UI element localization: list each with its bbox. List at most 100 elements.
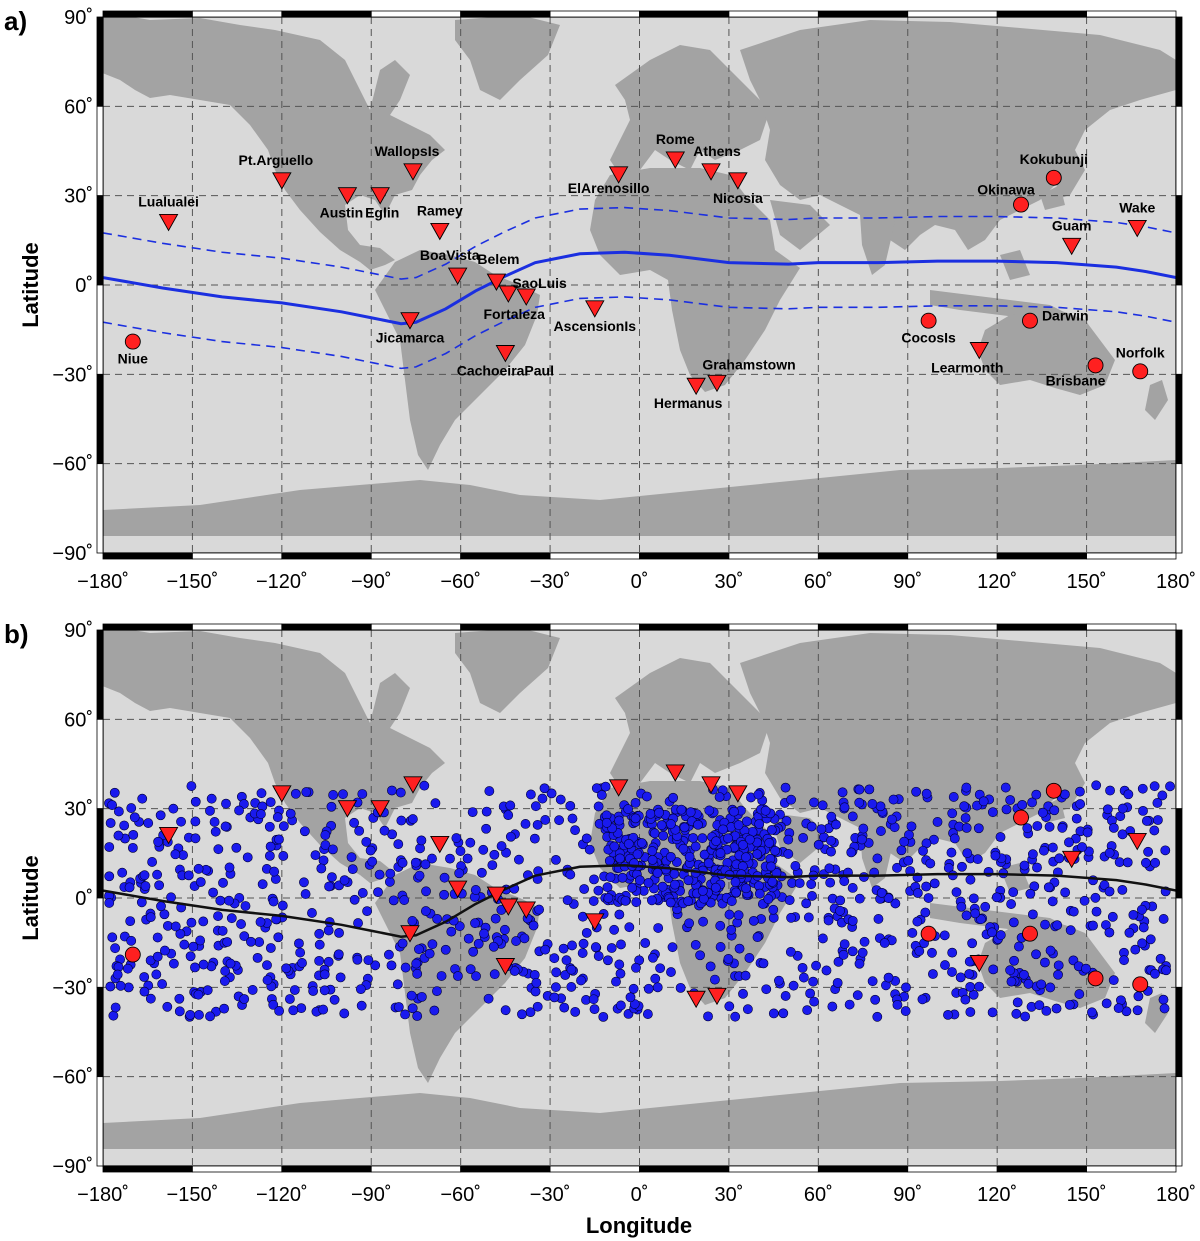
station-marker-triangle <box>447 267 468 285</box>
station-marker-triangle <box>430 835 450 854</box>
observation-point <box>525 789 536 800</box>
x-tick-label: −120˚ <box>256 1184 308 1206</box>
observation-point <box>278 851 289 861</box>
observation-point <box>406 990 417 1001</box>
observation-point <box>154 880 165 891</box>
observation-point <box>388 895 399 906</box>
observation-point <box>925 858 936 869</box>
observation-point <box>600 781 611 792</box>
frame-segment <box>728 1165 819 1173</box>
observation-point <box>105 981 116 992</box>
observation-point <box>715 848 726 858</box>
observation-point <box>854 784 865 795</box>
station-marker-triangle <box>686 377 706 396</box>
observation-point <box>242 852 253 863</box>
observation-point <box>837 787 848 798</box>
observation-point <box>786 794 797 805</box>
frame-segment <box>96 16 104 107</box>
observation-point <box>616 939 626 950</box>
observation-point <box>183 870 194 881</box>
observation-point <box>1019 969 1029 980</box>
observation-point <box>705 961 716 972</box>
observation-point <box>555 794 566 805</box>
observation-point <box>593 885 604 896</box>
observation-point <box>920 907 931 918</box>
frame-segment <box>728 10 819 18</box>
observation-point <box>1005 965 1016 976</box>
observation-point <box>1091 780 1102 791</box>
observation-point <box>939 930 950 941</box>
observation-point <box>424 948 435 959</box>
frame-segment <box>96 284 104 375</box>
dip-equator-line <box>103 250 1176 326</box>
observation-point <box>294 938 304 949</box>
observation-point <box>899 836 910 847</box>
observation-point <box>1020 1011 1031 1022</box>
x-tick-label: −180˚ <box>77 1184 129 1206</box>
observation-point <box>852 990 863 1001</box>
observation-point <box>511 936 521 946</box>
observation-point <box>1023 978 1034 989</box>
observation-point <box>534 904 545 915</box>
station-marker-triangle <box>498 898 519 916</box>
station-marker-circle <box>920 925 937 942</box>
observation-point <box>427 939 438 950</box>
observation-point <box>221 798 231 809</box>
observation-point <box>675 982 686 993</box>
observation-point <box>1005 795 1016 805</box>
station-marker-triangle <box>1127 832 1148 851</box>
observation-point <box>758 958 769 969</box>
station-label: Wake <box>1119 199 1155 215</box>
observation-point <box>190 833 201 844</box>
observation-point <box>122 963 133 974</box>
observation-point <box>386 960 397 971</box>
observation-point <box>839 876 850 887</box>
observation-point <box>1137 904 1147 915</box>
observation-point <box>265 797 276 808</box>
observation-point <box>847 883 858 893</box>
observation-point <box>208 887 219 898</box>
observation-point <box>833 956 844 967</box>
observation-point <box>1019 860 1030 871</box>
y-tick-label: 60˚ <box>64 96 93 118</box>
observation-point <box>679 822 690 833</box>
observation-point <box>809 996 819 1007</box>
observation-point <box>407 916 418 926</box>
station-label: Learmonth <box>931 360 1003 376</box>
observation-point <box>780 782 791 793</box>
observation-point <box>790 861 801 871</box>
observation-point <box>231 842 242 853</box>
frame-segment <box>907 10 998 18</box>
y-tick-label: −30˚ <box>52 364 93 386</box>
observation-point <box>1045 945 1056 956</box>
observation-point <box>774 975 784 986</box>
stations <box>124 151 1149 396</box>
observation-point <box>314 928 325 939</box>
frame-segment <box>1175 897 1183 988</box>
observation-point <box>254 937 265 947</box>
observation-point <box>642 791 652 802</box>
observation-point <box>157 979 168 989</box>
observation-point <box>539 783 550 794</box>
observation-point <box>603 893 614 904</box>
observation-point <box>427 853 437 864</box>
observation-point <box>566 982 577 992</box>
observation-point <box>921 788 932 799</box>
observation-point <box>806 879 817 890</box>
frame-segment <box>281 1165 372 1173</box>
observation-point <box>987 1007 998 1018</box>
observation-point <box>407 1003 418 1014</box>
observation-point <box>813 839 824 850</box>
observation-point <box>1064 837 1074 848</box>
observation-point <box>1031 949 1041 960</box>
observation-point <box>412 1011 423 1021</box>
observation-point <box>995 930 1006 940</box>
observation-point <box>195 935 206 946</box>
observation-point <box>723 953 734 964</box>
frame-segment <box>639 552 730 560</box>
station-marker-triangle <box>486 886 507 904</box>
observation-point <box>652 867 663 878</box>
observation-point <box>844 999 855 1010</box>
observation-point <box>347 864 358 875</box>
